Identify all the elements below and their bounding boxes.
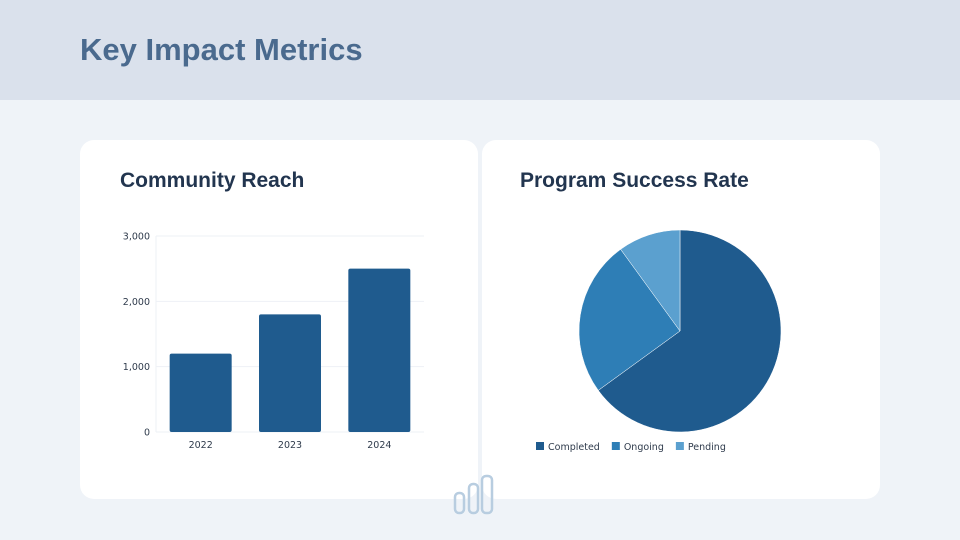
bar-chart-icon — [453, 474, 494, 515]
x-tick-label: 2024 — [367, 440, 391, 451]
header: Key Impact Metrics — [0, 0, 960, 100]
bar-2022 — [169, 353, 232, 432]
community-reach-card: Community Reach 0 1,000 2,000 3,000 2022 2023… — [80, 140, 478, 499]
legend-label: Pending — [688, 442, 726, 453]
x-tick-label: 2023 — [278, 440, 302, 451]
legend-swatch — [675, 442, 684, 450]
pie-chart: Completed Ongoing Pending — [536, 229, 782, 453]
pie-slice-pending — [620, 229, 681, 332]
y-tick-label: 3,000 — [123, 232, 150, 243]
pie-slice-ongoing — [578, 248, 681, 391]
page-title: Key Impact Metrics — [80, 32, 363, 67]
bar-2023 — [259, 314, 321, 432]
card-title: Community Reach — [120, 169, 305, 192]
bar-chart: 0 1,000 2,000 3,000 2022 2023 2024 — [123, 232, 424, 451]
y-tick-label: 0 — [144, 428, 150, 439]
y-tick-label: 1,000 — [123, 362, 150, 373]
card-title: Program Success Rate — [520, 169, 749, 192]
y-tick-label: 2,000 — [123, 297, 150, 308]
pie-slice-completed — [597, 229, 782, 433]
legend-swatch — [611, 442, 620, 450]
program-success-card: Program Success Rate Completed Ongoing Pen… — [482, 140, 880, 499]
legend-label: Completed — [548, 442, 600, 453]
x-tick-label: 2022 — [189, 440, 213, 451]
bar-2024 — [348, 268, 411, 432]
legend-label: Ongoing — [624, 442, 664, 453]
legend-swatch — [536, 442, 544, 450]
